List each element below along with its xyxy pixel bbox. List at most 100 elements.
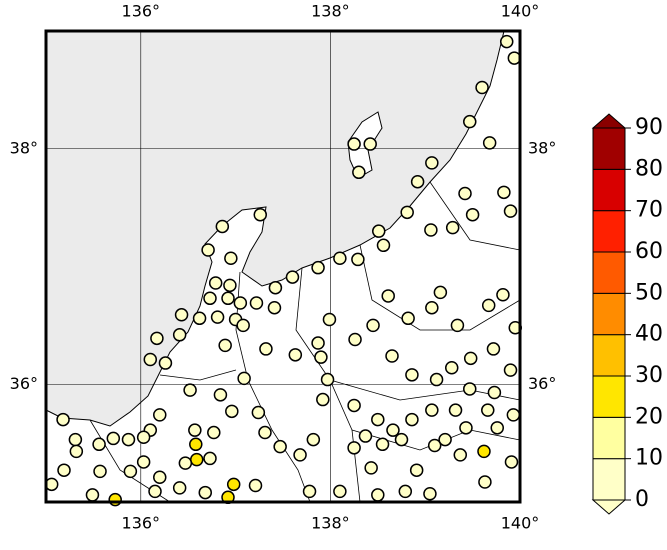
station — [93, 464, 107, 479]
station — [57, 463, 71, 477]
station — [268, 280, 283, 295]
station — [463, 351, 478, 366]
colorbar-label: 90 — [635, 115, 663, 140]
station — [477, 444, 491, 459]
station — [210, 310, 225, 324]
station — [347, 398, 361, 413]
station — [423, 487, 437, 501]
colorbar-under — [591, 499, 627, 515]
station — [366, 318, 380, 333]
station — [253, 207, 267, 222]
y-tick-label: 38° — [10, 138, 38, 157]
station — [320, 372, 335, 387]
y-tick-label: 38° — [528, 138, 556, 157]
x-tick-label: 136° — [122, 2, 161, 21]
station — [178, 456, 193, 470]
station — [172, 328, 187, 342]
station — [188, 423, 202, 437]
colorbar-segment — [592, 292, 626, 336]
station — [224, 251, 238, 266]
station — [450, 318, 465, 333]
station — [401, 311, 415, 326]
station — [445, 220, 460, 235]
station — [183, 383, 197, 397]
station — [201, 243, 215, 257]
station — [92, 437, 106, 452]
station — [448, 403, 463, 417]
station — [499, 34, 514, 49]
x-tick-label: 140° — [501, 514, 540, 533]
station — [481, 403, 495, 417]
station — [273, 439, 287, 454]
colorbar-label: 50 — [635, 280, 663, 305]
station — [56, 412, 70, 427]
station — [207, 425, 221, 440]
station — [358, 429, 373, 443]
colorbar-segment — [592, 168, 626, 212]
station — [158, 356, 173, 370]
frame — [44, 29, 522, 504]
colorbar-segment — [592, 210, 626, 253]
x-tick-label: 138° — [311, 2, 350, 21]
station — [425, 300, 439, 315]
station — [371, 224, 386, 238]
station — [225, 404, 239, 419]
colorbar: 0 10 20 30 40 50 60 70 80 90 — [591, 113, 663, 515]
station — [503, 204, 518, 218]
station — [106, 431, 121, 446]
station — [444, 361, 459, 375]
station — [490, 421, 504, 435]
station — [136, 455, 151, 469]
station — [478, 475, 492, 489]
station — [424, 223, 438, 237]
station — [376, 238, 391, 253]
colorbar-label: 20 — [635, 404, 663, 429]
station — [316, 392, 330, 407]
station — [405, 412, 419, 427]
colorbar-label: 70 — [635, 198, 663, 223]
station — [458, 186, 472, 201]
station — [148, 484, 162, 499]
station — [333, 251, 347, 266]
colorbar-label: 40 — [635, 322, 663, 347]
station — [381, 289, 395, 303]
station — [68, 432, 83, 447]
station — [174, 308, 189, 322]
station — [427, 438, 442, 453]
station — [400, 205, 414, 220]
station — [213, 388, 228, 402]
station — [409, 463, 424, 477]
station — [371, 488, 385, 502]
x-tick-label: 136° — [122, 514, 161, 533]
station — [203, 291, 217, 306]
station — [322, 312, 337, 327]
station — [486, 342, 501, 356]
station — [218, 338, 232, 353]
station — [347, 441, 361, 455]
station — [267, 300, 282, 315]
colorbar-over — [591, 113, 627, 129]
station — [302, 484, 317, 499]
station — [363, 137, 377, 151]
station — [192, 311, 207, 326]
station — [153, 470, 167, 485]
y-tick-label: 36° — [10, 374, 38, 393]
station — [226, 477, 241, 492]
station — [249, 296, 264, 310]
station — [236, 318, 250, 333]
station — [215, 219, 230, 234]
station — [288, 348, 303, 362]
colorbar-label: 0 — [635, 487, 649, 512]
station — [394, 432, 409, 447]
station — [497, 185, 511, 200]
station — [285, 270, 300, 284]
x-tick-label: 140° — [501, 2, 540, 21]
station — [410, 174, 425, 189]
station — [496, 288, 510, 302]
colorbar-label: 60 — [635, 239, 663, 264]
station — [251, 405, 266, 420]
station — [221, 291, 235, 306]
station — [351, 252, 365, 267]
station — [463, 114, 477, 129]
